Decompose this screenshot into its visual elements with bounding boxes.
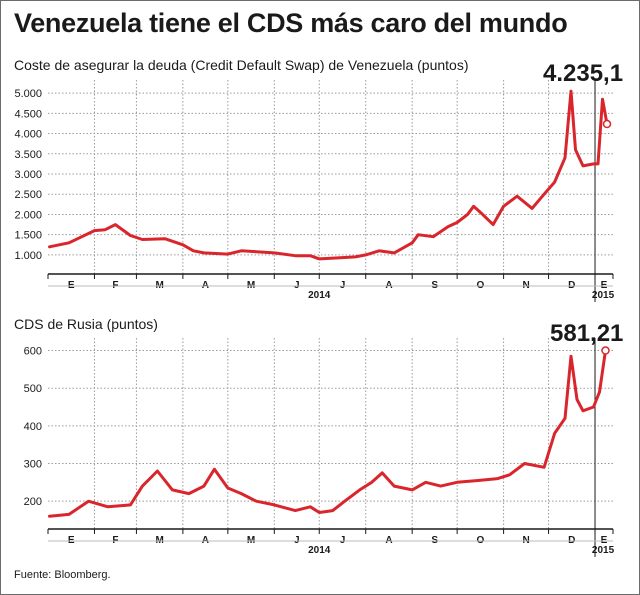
russia-ytick-label: 200 xyxy=(24,496,42,508)
russia-ytick-label: 300 xyxy=(24,459,42,471)
venezuela-last-point-marker xyxy=(602,119,612,129)
venezuela-year-label-2014: 2014 xyxy=(308,290,331,301)
russia-ytick-label: 400 xyxy=(24,421,42,433)
venezuela-ytick-label: 1.000 xyxy=(14,250,42,262)
venezuela-ytick-label: 3.000 xyxy=(14,169,42,181)
venezuela-ytick-label: 4.500 xyxy=(14,108,42,120)
russia-series-line xyxy=(48,349,607,518)
russia-chart-title: CDS de Rusia (puntos) xyxy=(14,316,158,332)
russia-last-value: 581,21 xyxy=(550,320,624,347)
venezuela-ytick-label: 2.500 xyxy=(14,189,42,201)
venezuela-ytick-label: 2.000 xyxy=(14,209,42,221)
venezuela-ytick-label: 5.000 xyxy=(14,88,42,100)
venezuela-year-label-2015: 2015 xyxy=(592,290,615,301)
source-note: Fuente: Bloomberg. xyxy=(14,569,111,581)
venezuela-ytick-label: 3.500 xyxy=(14,149,42,161)
venezuela-last-value: 4.235,1 xyxy=(543,60,624,87)
russia-year-label-2014: 2014 xyxy=(308,545,331,556)
russia-ytick-label: 600 xyxy=(24,346,42,358)
russia-last-point-marker xyxy=(601,346,610,355)
venezuela-ytick-label: 4.000 xyxy=(14,129,42,141)
venezuela-ytick-label: 1.500 xyxy=(14,230,42,242)
russia-year-label-2015: 2015 xyxy=(592,545,615,556)
venezuela-series-line xyxy=(48,89,609,261)
russia-ytick-label: 500 xyxy=(24,383,42,395)
venezuela-chart-title: Coste de asegurar la deuda (Credit Defau… xyxy=(14,57,469,73)
chart-title: Venezuela tiene el CDS más caro del mund… xyxy=(14,8,568,38)
